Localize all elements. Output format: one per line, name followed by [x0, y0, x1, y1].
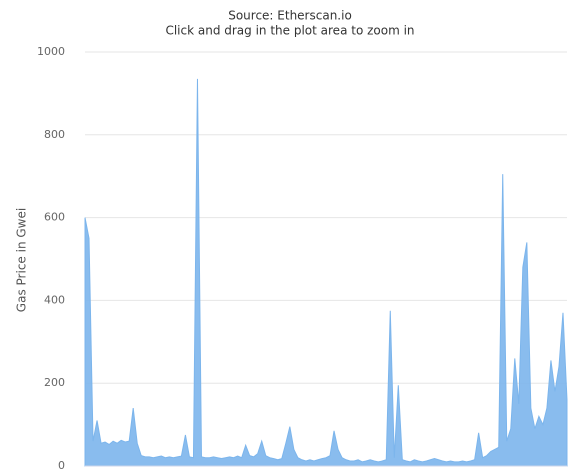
y-axis-label: Gas Price in Gwei: [15, 208, 29, 312]
y-tick-label: 600: [44, 211, 65, 224]
y-tick-label: 800: [44, 128, 65, 141]
chart-subtitle: Click and drag in the plot area to zoom …: [165, 24, 414, 38]
y-tick-label: 1000: [37, 45, 65, 58]
y-tick-label: 200: [44, 376, 65, 389]
chart-title: Source: Etherscan.io: [228, 9, 352, 23]
y-tick-label: 0: [58, 459, 65, 472]
area: [84, 78, 568, 467]
y-tick-label: 400: [44, 293, 65, 306]
